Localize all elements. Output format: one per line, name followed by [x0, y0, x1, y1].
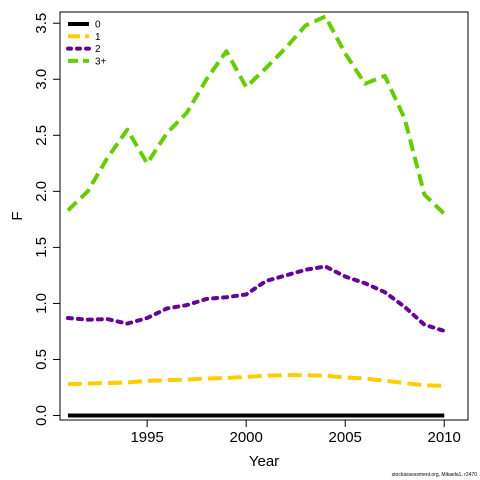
series-line-2	[65, 264, 447, 333]
footnote: stockassessment.org, Mikaela1, r2470	[391, 472, 477, 478]
axes: 1995 2000 2005 2010 0.0 0.5 1.0 1.5 2.0 2.5 3.0 3.5	[33, 13, 461, 446]
series-group	[65, 14, 447, 418]
series-line-3	[66, 14, 446, 216]
series-line-1	[67, 373, 445, 388]
legend-label-2: 2	[95, 44, 101, 55]
y-tick-label: 3.0	[33, 69, 50, 90]
y-tick-label: 3.5	[33, 13, 50, 34]
legend-label-0: 0	[95, 20, 101, 31]
y-tick-label: 2.5	[33, 125, 50, 146]
x-tick-label: 2000	[229, 429, 262, 446]
y-axis-label: F	[9, 211, 26, 220]
y-tick-label: 2.0	[33, 181, 50, 202]
x-tick-label: 1995	[130, 429, 163, 446]
y-tick-label: 1.5	[33, 237, 50, 258]
y-tick-label: 0.0	[33, 405, 50, 426]
x-tick-label: 2005	[329, 429, 362, 446]
y-tick-label: 1.0	[33, 293, 50, 314]
x-axis-label: Year	[249, 453, 279, 470]
legend-label-1: 1	[95, 32, 101, 43]
y-tick-label: 0.5	[33, 349, 50, 370]
x-tick-label: 2010	[428, 429, 461, 446]
plot-frame	[59, 11, 469, 421]
legend-label-3: 3+	[95, 56, 107, 67]
